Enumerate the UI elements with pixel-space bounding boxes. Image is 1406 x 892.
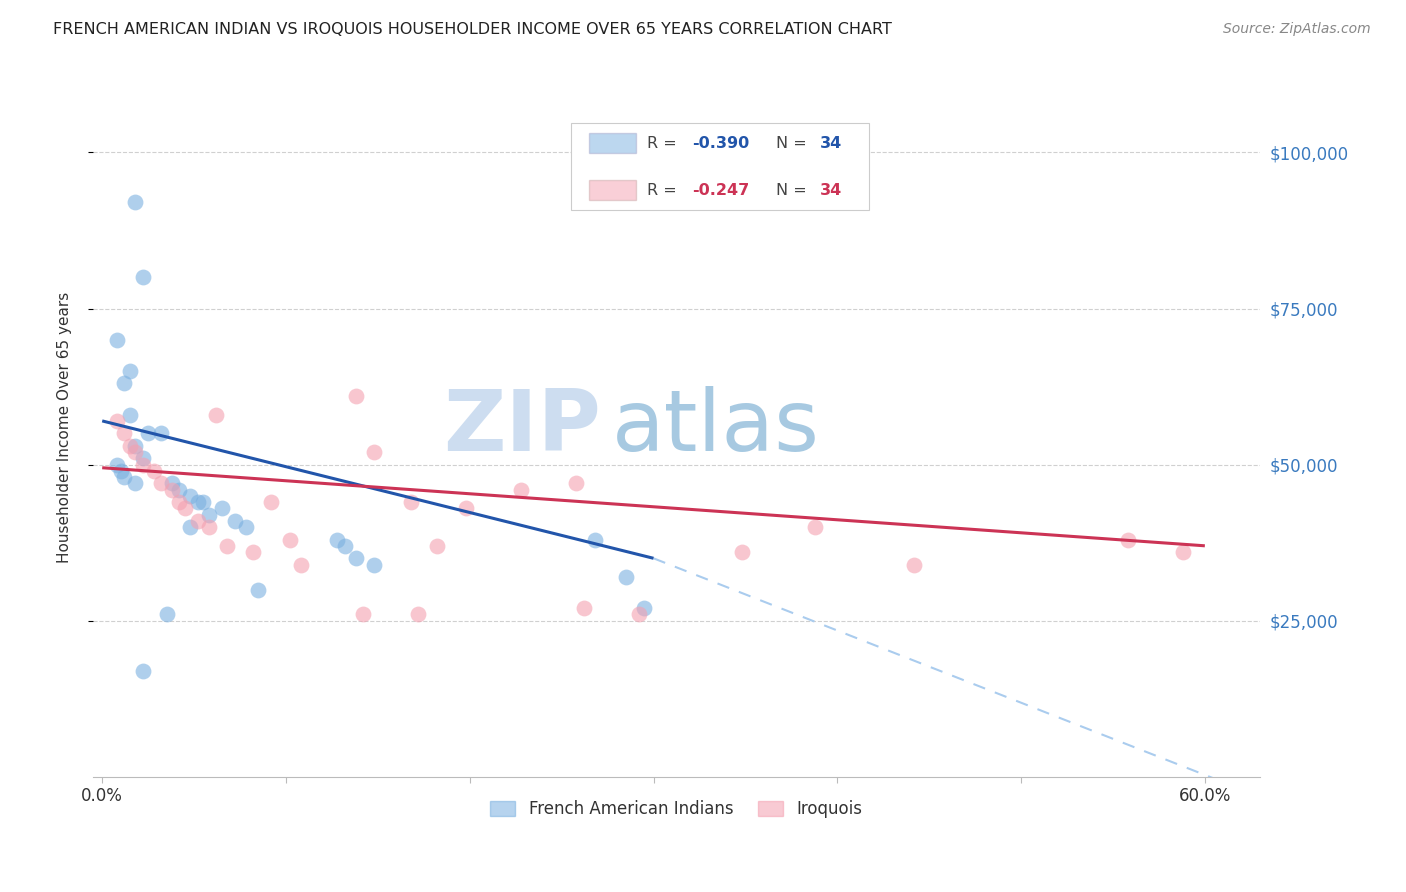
Point	[131, 664, 153, 678]
Point	[124, 476, 146, 491]
Point	[290, 558, 312, 572]
Point	[352, 607, 374, 622]
Point	[169, 495, 191, 509]
Point	[731, 545, 754, 559]
Point	[150, 426, 173, 441]
Text: 34: 34	[820, 136, 842, 151]
Text: ZIP: ZIP	[443, 385, 600, 468]
Point	[160, 483, 183, 497]
Text: N =: N =	[776, 183, 811, 198]
Point	[260, 495, 283, 509]
Y-axis label: Householder Income Over 65 years: Householder Income Over 65 years	[58, 292, 72, 563]
Point	[160, 476, 183, 491]
Point	[105, 458, 128, 472]
Point	[105, 414, 128, 428]
Text: Source: ZipAtlas.com: Source: ZipAtlas.com	[1223, 22, 1371, 37]
Point	[454, 501, 477, 516]
Point	[510, 483, 533, 497]
Point	[131, 451, 153, 466]
Point	[118, 439, 141, 453]
Point	[110, 464, 132, 478]
Point	[142, 464, 165, 478]
Text: FRENCH AMERICAN INDIAN VS IROQUOIS HOUSEHOLDER INCOME OVER 65 YEARS CORRELATION : FRENCH AMERICAN INDIAN VS IROQUOIS HOUSE…	[53, 22, 893, 37]
Point	[187, 495, 209, 509]
Point	[112, 426, 135, 441]
Point	[193, 495, 215, 509]
Point	[131, 270, 153, 285]
Point	[242, 545, 264, 559]
Text: R =: R =	[647, 183, 682, 198]
Text: -0.247: -0.247	[692, 183, 749, 198]
Point	[903, 558, 925, 572]
Point	[572, 601, 595, 615]
Text: -0.390: -0.390	[692, 136, 749, 151]
Point	[131, 458, 153, 472]
Point	[235, 520, 257, 534]
Point	[217, 539, 239, 553]
Point	[179, 520, 201, 534]
Point	[155, 607, 177, 622]
Point	[179, 489, 201, 503]
Point	[169, 483, 191, 497]
Point	[247, 582, 270, 597]
Point	[187, 514, 209, 528]
Point	[1116, 533, 1139, 547]
Point	[363, 445, 385, 459]
Point	[112, 376, 135, 391]
Text: N =: N =	[776, 136, 811, 151]
Point	[333, 539, 356, 553]
Point	[399, 495, 422, 509]
Point	[583, 533, 606, 547]
Point	[118, 408, 141, 422]
FancyBboxPatch shape	[589, 180, 636, 200]
Point	[124, 445, 146, 459]
Point	[326, 533, 349, 547]
FancyBboxPatch shape	[589, 134, 636, 153]
Point	[124, 439, 146, 453]
Point	[426, 539, 449, 553]
Point	[197, 508, 219, 522]
Point	[112, 470, 135, 484]
Point	[614, 570, 637, 584]
Text: R =: R =	[647, 136, 682, 151]
Text: atlas: atlas	[612, 385, 820, 468]
FancyBboxPatch shape	[571, 123, 869, 211]
Point	[278, 533, 301, 547]
Point	[136, 426, 159, 441]
Point	[224, 514, 246, 528]
Point	[344, 551, 367, 566]
Point	[174, 501, 197, 516]
Point	[804, 520, 827, 534]
Text: 34: 34	[820, 183, 842, 198]
Point	[124, 195, 146, 210]
Point	[205, 408, 228, 422]
Point	[150, 476, 173, 491]
Point	[633, 601, 655, 615]
Point	[197, 520, 219, 534]
Point	[408, 607, 430, 622]
Point	[344, 389, 367, 403]
Point	[1171, 545, 1194, 559]
Point	[105, 333, 128, 347]
Point	[211, 501, 233, 516]
Point	[363, 558, 385, 572]
Point	[565, 476, 588, 491]
Point	[118, 364, 141, 378]
Legend: French American Indians, Iroquois: French American Indians, Iroquois	[484, 793, 869, 824]
Point	[627, 607, 650, 622]
